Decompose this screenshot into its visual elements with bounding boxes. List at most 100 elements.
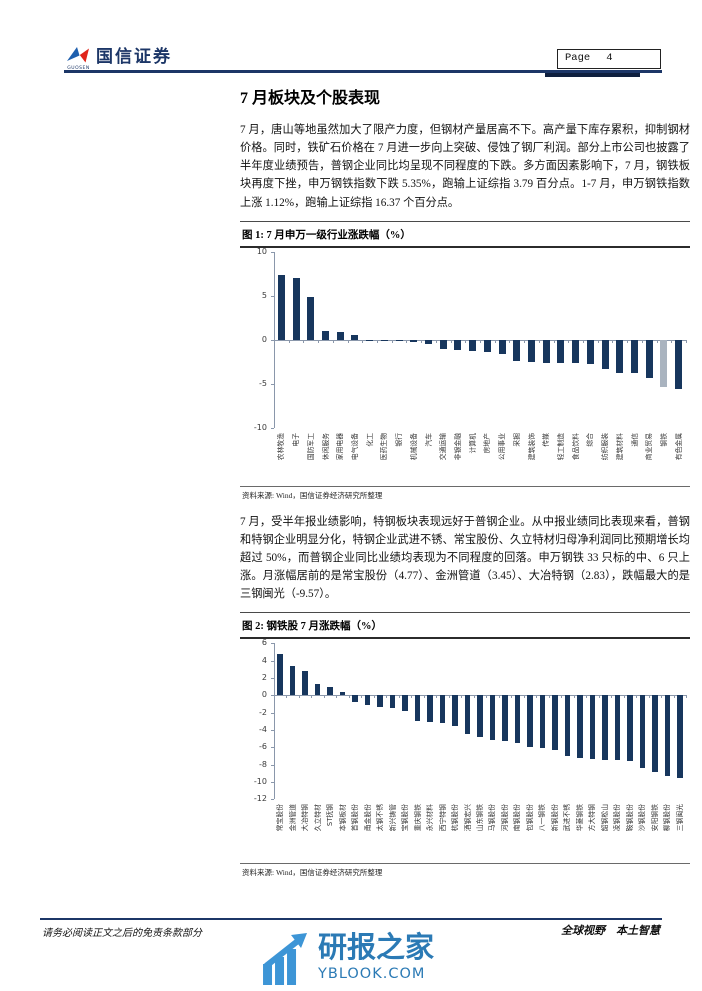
- category-tick-mark: [568, 339, 570, 343]
- category-tick-mark: [661, 695, 663, 699]
- y-axis-tick-label: -12: [253, 794, 267, 804]
- data-bar: [542, 339, 550, 363]
- x-axis-category-label: 首钢股份: [351, 804, 360, 832]
- brand-name: 国信证券: [96, 47, 172, 66]
- x-axis-category-label: 安阳钢铁: [650, 804, 659, 832]
- category-tick-mark: [436, 695, 438, 699]
- y-axis-tick-label: -4: [259, 725, 267, 735]
- x-axis-category-label: ST抚钢: [326, 804, 335, 827]
- y-axis-tick-mark: [271, 643, 274, 645]
- data-bar: [602, 695, 608, 760]
- data-bar: [477, 695, 483, 737]
- category-tick-mark: [656, 339, 658, 343]
- x-axis-category-label: 传媒: [542, 432, 551, 447]
- data-bar: [639, 695, 646, 769]
- x-axis-category-label: 有色金属: [674, 432, 683, 460]
- data-bar: [514, 695, 521, 743]
- category-tick-mark: [303, 339, 305, 343]
- x-axis-category-label: 酒钢宏兴: [463, 804, 472, 832]
- data-bar: [364, 695, 371, 706]
- data-bar: [645, 339, 653, 378]
- data-bar: [410, 339, 418, 343]
- category-tick-mark: [318, 339, 320, 343]
- y-axis-tick-label: -6: [259, 742, 267, 752]
- category-tick-mark: [611, 695, 613, 699]
- data-bar: [414, 695, 421, 721]
- x-axis-category-label: 宝钢股份: [401, 804, 410, 832]
- y-axis-tick-label: -8: [259, 759, 267, 769]
- category-tick-mark: [361, 695, 363, 699]
- main-content: 7 月板块及个股表现 7 月，唐山等地虽然加大了限产力度，但钢材产量居高不下。高…: [240, 84, 690, 890]
- category-tick-mark: [386, 695, 388, 699]
- data-bar: [395, 339, 403, 342]
- x-axis-category-label: 非银金融: [453, 432, 462, 460]
- x-axis-category-label: 国防军工: [306, 432, 315, 460]
- category-tick-mark: [373, 695, 375, 699]
- data-bar: [539, 695, 546, 748]
- data-bar: [454, 339, 462, 351]
- x-axis-category-label: 化工: [365, 432, 374, 447]
- category-tick-mark: [586, 695, 588, 699]
- category-tick-mark: [561, 695, 563, 699]
- y-axis-tick-mark: [271, 712, 274, 714]
- category-tick-mark: [538, 339, 540, 343]
- category-tick-mark: [347, 339, 349, 343]
- y-axis-tick-label: 2: [261, 673, 267, 683]
- category-tick-mark: [686, 695, 687, 699]
- category-tick-mark: [435, 339, 437, 343]
- y-axis-tick-label: 0: [261, 690, 267, 700]
- x-axis-category-label: 华菱钢铁: [575, 804, 584, 832]
- data-bar: [528, 339, 535, 363]
- category-tick-mark: [323, 695, 325, 699]
- x-axis-category-label: 常宝股份: [276, 804, 285, 832]
- category-tick-mark: [450, 339, 452, 343]
- x-axis-category-label: 河钢股份: [500, 804, 509, 832]
- data-bar: [614, 695, 621, 760]
- category-tick-mark: [473, 695, 475, 699]
- category-tick-mark: [523, 695, 525, 699]
- data-bar: [557, 339, 565, 364]
- y-axis-tick-label: -5: [259, 378, 267, 388]
- section-title: 7 月板块及个股表现: [240, 90, 381, 107]
- category-tick-mark: [494, 339, 496, 343]
- y-axis-tick-label: 10: [256, 247, 267, 256]
- category-tick-mark: [362, 339, 364, 343]
- data-bar: [483, 339, 491, 353]
- data-bar: [664, 695, 671, 776]
- x-axis-category-label: 韶钢松山: [600, 804, 609, 832]
- category-tick-mark: [612, 339, 614, 343]
- x-axis-category-label: 甬金股份: [363, 804, 372, 832]
- x-axis-category-label: 鞍钢股份: [625, 804, 634, 832]
- page-number-box: Page 4: [557, 49, 661, 69]
- data-bar: [513, 339, 521, 361]
- x-axis-category-label: 新钢股份: [550, 804, 559, 832]
- data-bar: [352, 695, 358, 702]
- category-tick-mark: [486, 695, 488, 699]
- data-bar: [380, 339, 388, 341]
- x-axis-category-label: 新兴铸管: [388, 804, 397, 832]
- figure2-chart: 6 4 2 0 -2 -4 -6 -8 -10 -12 常宝股份 金洲管道 大冶特钢 久立特材 ST抚钢 本钢…: [240, 639, 690, 863]
- y-axis-tick-mark: [271, 295, 274, 297]
- category-tick-mark: [509, 339, 511, 343]
- paragraph-2: 7 月，受半年报业绩影响，特钢板块表现远好于普钢企业。从中报业绩同比表现来看，普…: [240, 515, 690, 601]
- x-axis-category-label: 八一钢铁: [538, 804, 547, 832]
- category-tick-mark: [553, 339, 555, 343]
- data-bar: [277, 654, 283, 696]
- x-axis-category-label: 山东钢铁: [476, 804, 484, 832]
- data-bar: [469, 339, 477, 352]
- category-tick-mark: [465, 339, 467, 343]
- x-axis-category-label: 钢铁: [659, 432, 668, 447]
- x-axis-category-label: 永兴材料: [426, 804, 435, 832]
- x-axis-category-label: 大冶特钢: [301, 804, 310, 832]
- x-axis-category-label: 南钢股份: [513, 804, 522, 832]
- watermark-chart-arrow-icon: [263, 933, 308, 985]
- y-axis-tick-mark: [271, 339, 274, 341]
- y-axis-tick-label: 0: [261, 334, 267, 344]
- x-axis-category-label: 医药生物: [380, 432, 389, 460]
- y-axis-tick-mark: [271, 747, 274, 749]
- category-tick-mark: [548, 695, 550, 699]
- y-axis-tick-mark: [271, 251, 274, 253]
- x-axis-category-label: 西宁特钢: [438, 804, 447, 832]
- category-tick-mark: [274, 339, 275, 343]
